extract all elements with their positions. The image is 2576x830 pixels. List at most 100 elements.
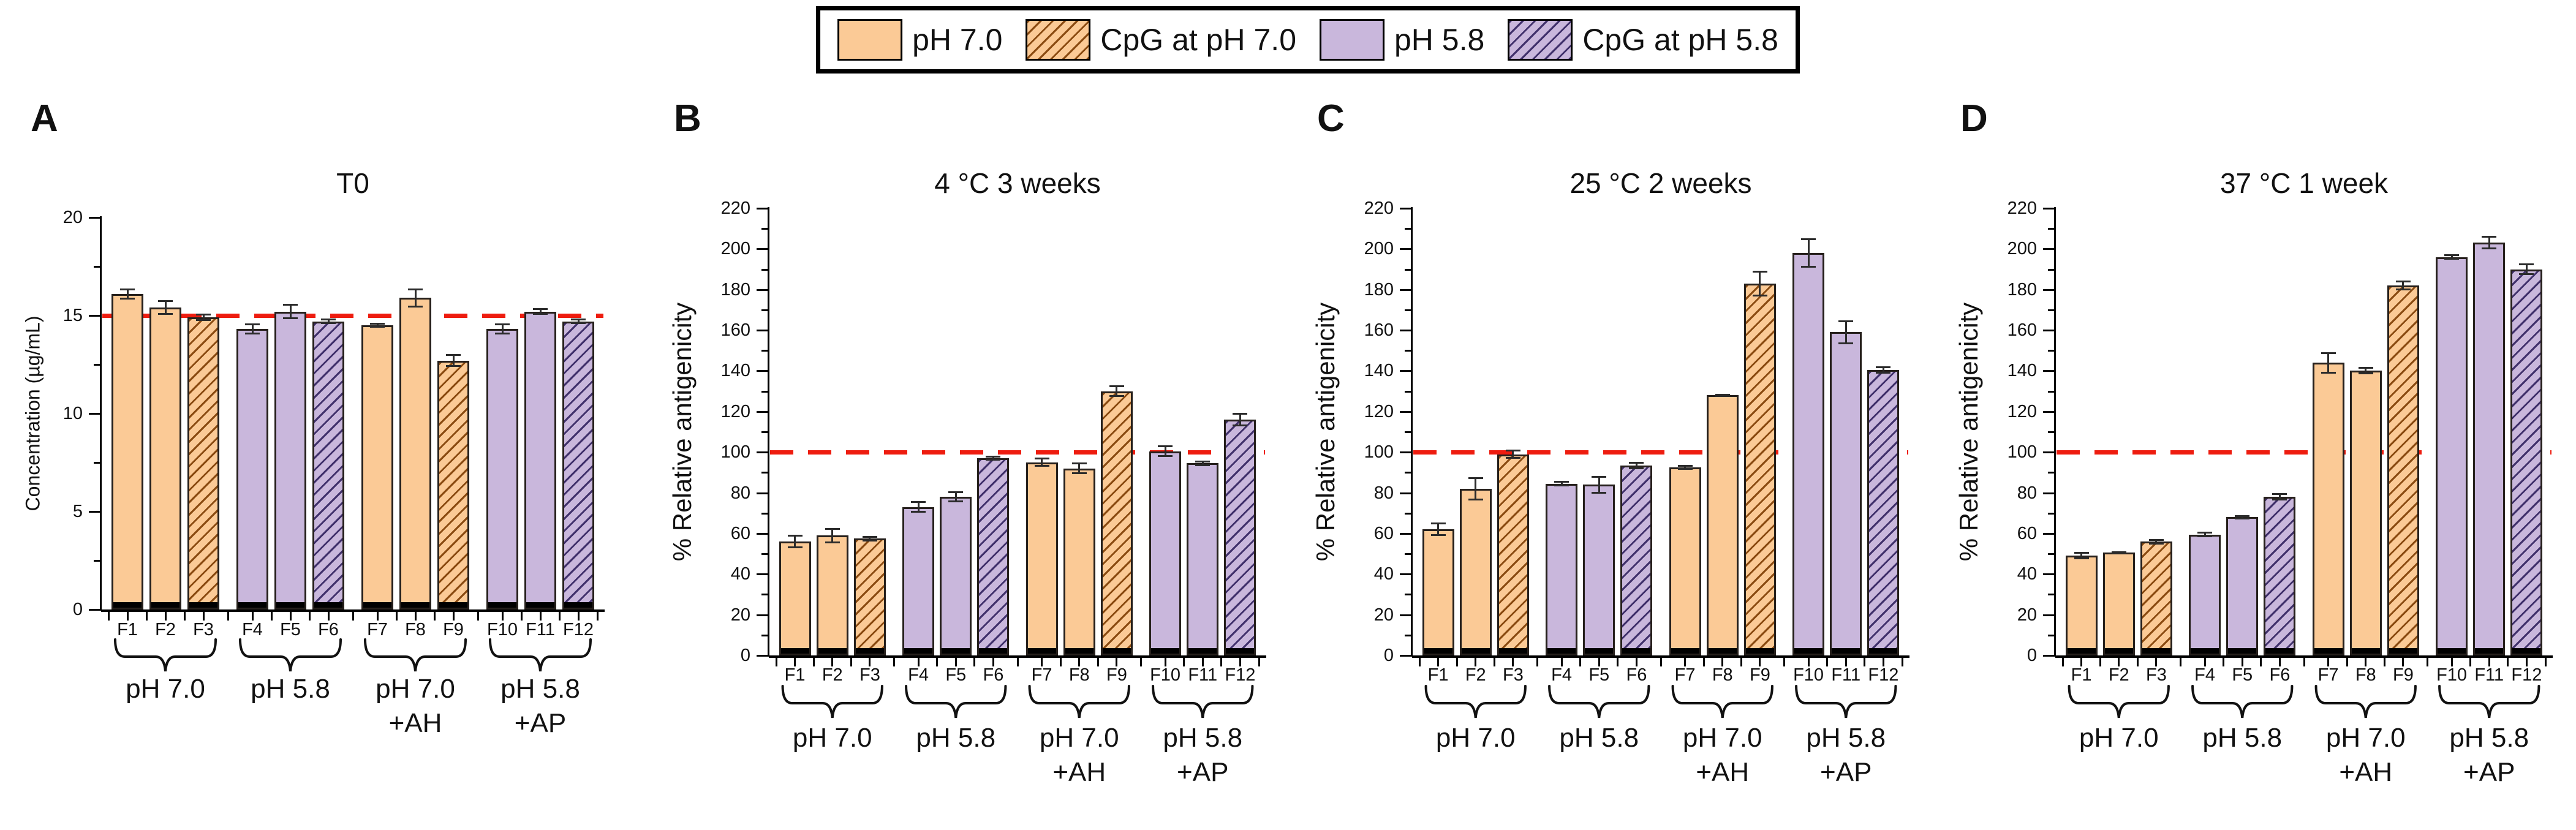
group-label: +AP — [1177, 757, 1229, 787]
group-label: +AH — [2339, 757, 2393, 787]
error-bar-cap-bottom — [2197, 535, 2213, 537]
legend-item-ph58: pH 5.8 — [1320, 19, 1484, 61]
error-bar-line — [1078, 463, 1081, 473]
error-bar-cap-bottom — [245, 333, 260, 335]
group-label: pH 5.8 — [2449, 723, 2529, 753]
y-tick-label: 0 — [2026, 646, 2037, 665]
y-tick-label: 120 — [1364, 401, 1394, 421]
bar-base-strip — [1188, 647, 1217, 654]
x-minor-tick — [2383, 658, 2385, 666]
error-bar-cap-top — [120, 288, 135, 290]
group-label: +AP — [1820, 757, 1872, 787]
error-bar-cap-bottom — [825, 541, 840, 543]
y-major-tick — [2043, 492, 2054, 494]
error-bar-line — [1882, 366, 1884, 373]
bar-base-strip — [1869, 647, 1898, 654]
error-bar-cap-bottom — [986, 459, 1001, 461]
error-bar-cap-bottom — [2272, 499, 2287, 501]
panel-letter: D — [1960, 97, 1988, 140]
x-tick — [501, 612, 504, 621]
y-minor-tick — [761, 350, 768, 352]
y-major-tick — [1400, 370, 1411, 372]
bar-base-strip — [1547, 647, 1576, 654]
x-category-label: F10 — [1150, 665, 1181, 685]
x-tick — [2155, 658, 2158, 666]
x-minor-tick — [183, 612, 186, 621]
x-tick — [1635, 658, 1637, 666]
x-tick — [1512, 658, 1514, 666]
x-axis-line — [769, 655, 1266, 658]
x-minor-tick — [2469, 658, 2472, 666]
bar-base-strip — [2265, 647, 2294, 654]
error-bar-cap-bottom — [1752, 294, 1767, 296]
y-tick-label: 200 — [720, 239, 750, 259]
error-bar-line — [831, 528, 834, 543]
bar-F4 — [1546, 483, 1578, 655]
x-category-label: F12 — [1225, 665, 1256, 685]
bar-F5 — [940, 497, 972, 655]
bar-base-strip — [1671, 647, 1699, 654]
y-minor-tick — [1405, 390, 1411, 393]
error-bar-cap-top — [787, 535, 803, 537]
x-minor-tick — [2099, 658, 2101, 666]
y-tick-label: 160 — [720, 320, 750, 341]
x-category-label: F4 — [242, 620, 263, 639]
y-minor-tick — [1405, 512, 1411, 515]
y-axis-line — [100, 216, 102, 611]
error-bar-cap-top — [245, 323, 260, 326]
y-minor-tick — [761, 431, 768, 433]
error-bar-cap-bottom — [1430, 534, 1446, 537]
y-major-tick — [757, 410, 768, 413]
error-bar-cap-bottom — [1715, 394, 1730, 397]
x-tick — [539, 612, 542, 621]
y-tick-label: 0 — [740, 646, 750, 665]
x-tick — [2402, 658, 2404, 666]
bar-base-strip — [363, 602, 391, 608]
x-category-label: F8 — [2355, 665, 2376, 685]
x-minor-tick — [558, 612, 561, 621]
bar-base-strip — [780, 647, 809, 654]
x-minor-tick — [1901, 658, 1903, 666]
x-tick — [2365, 658, 2367, 666]
y-major-tick — [757, 370, 768, 372]
bar-F8 — [1063, 468, 1095, 655]
x-tick — [1041, 658, 1043, 666]
bar-F6 — [1620, 465, 1653, 655]
error-bar-cap-top — [533, 307, 548, 310]
y-tick-label: 20 — [1373, 605, 1394, 625]
error-bar-line — [1239, 413, 1241, 426]
x-minor-tick — [107, 612, 110, 621]
bar-F5 — [274, 311, 306, 609]
bar-F1 — [111, 293, 143, 609]
group-label: pH 7.0 — [792, 723, 872, 753]
group-brace — [2191, 685, 2294, 719]
x-minor-tick — [1826, 658, 1829, 666]
error-bar-cap-bottom — [2074, 557, 2089, 560]
bar-base-strip — [2512, 647, 2541, 654]
bar-F11 — [1830, 332, 1862, 655]
group-braces — [2068, 685, 2540, 719]
error-bar-cap-bottom — [1629, 467, 1644, 469]
bar-base-strip — [2191, 647, 2219, 654]
bar-base-strip — [276, 602, 304, 608]
bar-base-strip — [904, 647, 933, 654]
x-minor-tick — [477, 612, 479, 621]
bar-base-strip — [2104, 647, 2133, 654]
error-bar-cap-bottom — [533, 313, 548, 315]
y-major-tick — [757, 614, 768, 616]
bar-F7 — [2312, 363, 2344, 655]
group-label: pH 5.8 — [1559, 723, 1639, 753]
y-minor-tick — [1405, 228, 1411, 230]
x-category-label: F4 — [908, 665, 929, 685]
x-category-label: F1 — [117, 620, 138, 639]
x-tick — [202, 612, 205, 621]
error-bar-cap-top — [1838, 320, 1854, 323]
x-category-label: F6 — [983, 665, 1004, 685]
y-major-tick — [2043, 410, 2054, 413]
y-major-tick — [2043, 532, 2054, 535]
bar-F4 — [902, 507, 935, 655]
error-bar-cap-bottom — [2235, 517, 2250, 519]
panel-letter: C — [1317, 97, 1345, 140]
x-axis-line — [101, 609, 605, 612]
error-bar-cap-bottom — [446, 365, 461, 368]
